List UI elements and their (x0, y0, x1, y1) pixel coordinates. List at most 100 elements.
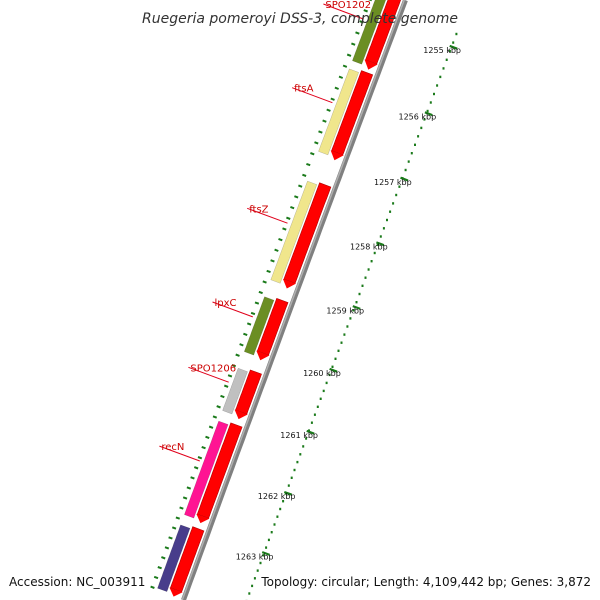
ruler-dot (296, 460, 299, 464)
outer-tick (157, 566, 162, 570)
outer-tick (182, 496, 188, 500)
ruler-dot (352, 309, 355, 312)
outer-tick (334, 86, 339, 90)
ruler-dot (276, 515, 279, 518)
map-title: Ruegeria pomeroyi DSS-3, complete genome (142, 11, 458, 27)
outer-tick (278, 237, 283, 242)
outer-tick (338, 75, 344, 79)
ruler-dot (414, 143, 416, 146)
ruler-tick-label: 1256 kbp (398, 113, 436, 122)
outer-tick (298, 184, 303, 188)
ruler-dot (346, 325, 349, 328)
outer-tick (254, 301, 260, 305)
outer-tick (286, 216, 291, 220)
outer-tick (346, 53, 352, 57)
gene-label-line (212, 301, 253, 318)
ruler-dot (358, 292, 361, 296)
outer-tick (205, 435, 210, 440)
gene-labels: SPO1202 ftsA ftsZ lpxC SPO1206 recN (159, 0, 371, 462)
ruler-dot (279, 507, 282, 511)
ruler-dot (290, 476, 293, 479)
ruler-dot (433, 92, 435, 96)
ruler-tick (376, 241, 385, 247)
ruler-dot (328, 373, 331, 377)
ruler-dot (273, 523, 276, 526)
outer-tick (359, 20, 364, 24)
ruler-dot (251, 584, 254, 588)
gene-label: ftsA (294, 84, 313, 95)
ruler-dot (382, 227, 385, 230)
outer-tick (306, 162, 311, 167)
outer-tick (250, 311, 256, 316)
outer-tick (153, 575, 159, 580)
cds-arrowhead (169, 587, 183, 597)
outer-tick (231, 363, 237, 368)
ruler-dot (259, 561, 262, 565)
outer-tick (179, 506, 184, 510)
outer-tick (208, 425, 214, 429)
ruler-dot (370, 260, 373, 263)
ruler-dot (398, 185, 401, 188)
ruler-dot (439, 75, 442, 79)
ruler-tick (352, 305, 361, 310)
outer-tick (262, 280, 267, 284)
outer-tick (342, 64, 348, 68)
ruler-dot (270, 531, 273, 534)
ruler-dot (436, 84, 439, 87)
ruler-dot (410, 152, 413, 155)
ruler-dot (265, 546, 268, 549)
ruler-dot (367, 268, 370, 271)
ruler-dot (417, 135, 420, 138)
ruler-dots (245, 32, 458, 600)
ruler-dot (407, 160, 410, 163)
outer-tick (223, 384, 229, 388)
ruler-dot (445, 58, 448, 61)
outer-tick (197, 456, 203, 460)
outer-tick (258, 290, 263, 295)
ruler-dot (373, 251, 376, 255)
outer-tick (322, 119, 327, 123)
outer-tick (318, 130, 323, 134)
outer-tick (310, 152, 315, 156)
outer-tick-track (150, 0, 372, 589)
cog-category-track (157, 0, 387, 592)
ruler-tick (261, 551, 271, 556)
accession-label: Accession: NC_003911 (9, 575, 145, 589)
ruler-dot (420, 126, 423, 130)
ruler-tick (400, 176, 409, 182)
gene-label-line (247, 207, 288, 224)
ruler-dot (253, 577, 256, 580)
ruler-dot (319, 397, 322, 400)
gene-label: lpxC (215, 298, 237, 309)
cog-category-bar (352, 0, 387, 65)
outer-tick (266, 269, 271, 274)
gene-label-line (323, 3, 364, 20)
outer-tick (274, 248, 279, 252)
outer-tick (314, 141, 319, 145)
outer-tick (326, 108, 331, 112)
ruler-dot (355, 301, 358, 304)
cog-category-bar (318, 68, 360, 156)
outer-tick (302, 173, 307, 177)
ruler-dot (262, 554, 265, 557)
outer-tick (294, 195, 299, 199)
outer-tick (220, 394, 225, 399)
ruler-dot (322, 389, 325, 393)
ruler-dot (267, 538, 270, 542)
ruler-dot (282, 500, 285, 503)
ruler-dot (340, 341, 343, 344)
outer-tick (168, 536, 173, 540)
ruler-dot (310, 421, 313, 424)
outer-tick (330, 97, 335, 101)
ruler-tick-label: 1260 kbp (303, 369, 341, 378)
outer-tick (201, 445, 206, 450)
outer-tick (190, 476, 195, 480)
gene-label-line (159, 445, 200, 462)
ruler-dot (364, 276, 367, 279)
outer-tick (355, 31, 360, 35)
backbone-track (181, 0, 408, 600)
outer-tick (216, 405, 221, 409)
ruler-dot (287, 484, 290, 487)
cds-arrowhead (234, 409, 248, 420)
